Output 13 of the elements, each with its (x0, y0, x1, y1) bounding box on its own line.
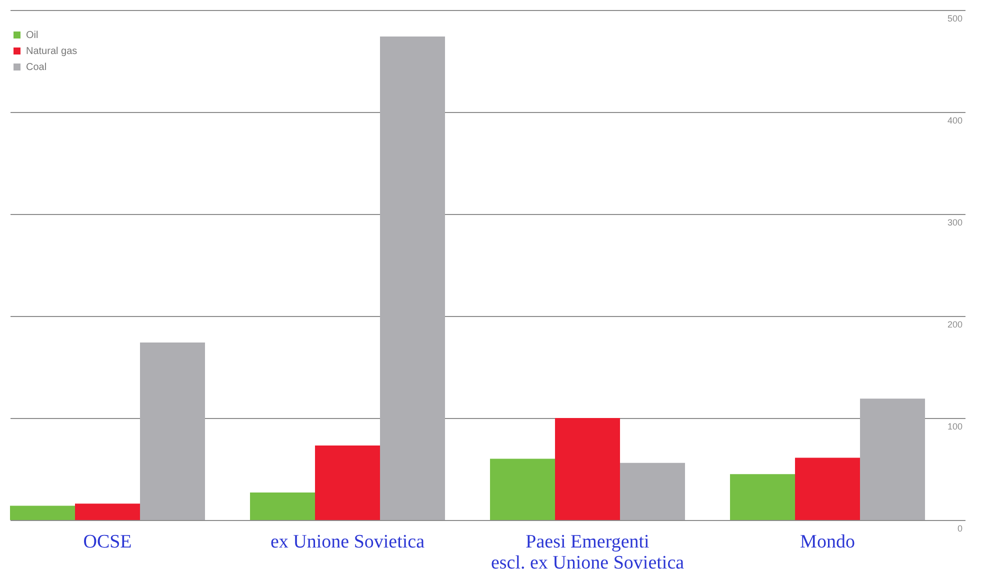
y-tick-label: 300 (947, 218, 962, 228)
y-tick-label: 0 (957, 524, 962, 534)
y-tick-label: 500 (947, 14, 962, 24)
legend-label: Natural gas (26, 46, 78, 57)
x-tick-label: Mondo (800, 532, 855, 552)
x-tick-label: OCSE (83, 532, 132, 552)
x-tick-label: Paesi Emergenti escl. ex Unione Sovietica (490, 532, 685, 574)
y-tick-label: 100 (947, 422, 962, 432)
legend-label: Oil (26, 30, 38, 41)
y-tick-label: 200 (947, 320, 962, 330)
y-tick-label: 400 (947, 116, 962, 126)
legend-label: Coal (26, 62, 47, 73)
x-tick-label: ex Unione Sovietica (270, 532, 426, 552)
